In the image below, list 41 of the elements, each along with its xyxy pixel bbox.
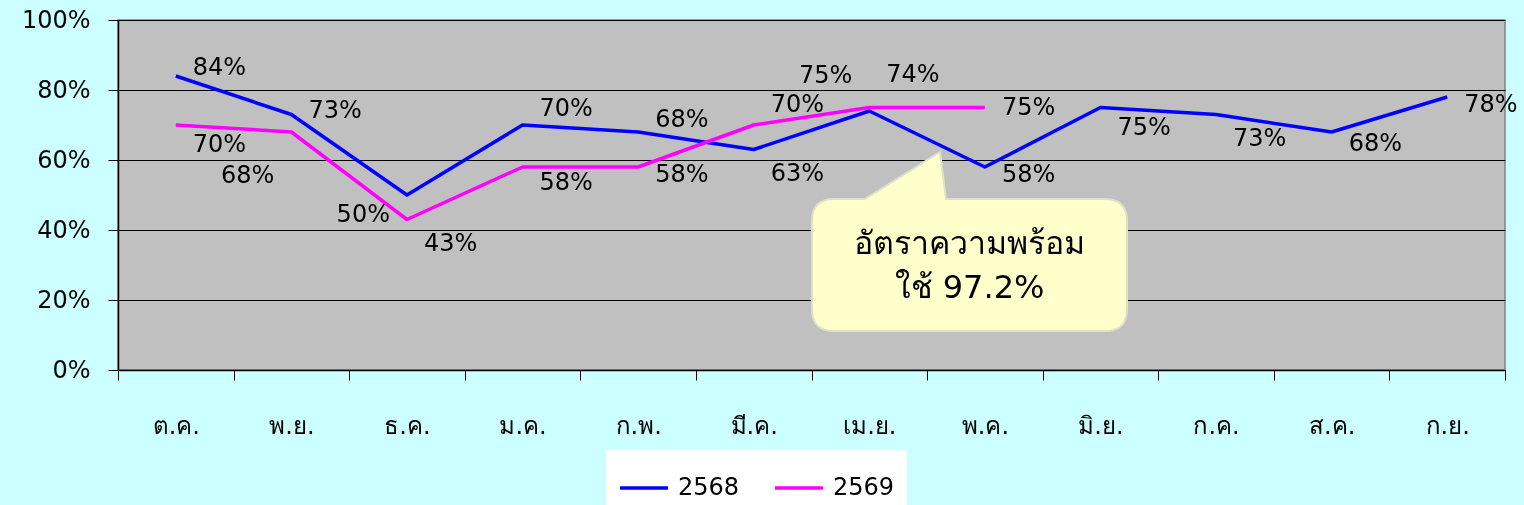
data-label: 78% [1464, 90, 1518, 118]
x-tick-label: พ.ย. [269, 411, 315, 440]
data-label: 58% [655, 160, 709, 188]
x-tick-label: ม.ค. [499, 411, 547, 440]
data-label: 73% [1233, 123, 1287, 152]
data-label: 63% [770, 158, 825, 187]
data-label: 73% [308, 95, 362, 124]
y-tick-label: 80% [37, 75, 91, 104]
x-tick-label: ธ.ค. [384, 411, 431, 440]
data-label: 75% [1117, 112, 1171, 141]
data-label: 43% [423, 228, 478, 257]
x-tick-label: ก.พ. [615, 411, 662, 440]
x-tick-label: ส.ค. [1308, 411, 1356, 440]
data-label: 84% [192, 53, 247, 81]
y-tick-label: 100% [21, 5, 91, 34]
x-tick-label: ก.ย. [1425, 411, 1470, 440]
x-tick-label: ต.ค. [152, 411, 200, 440]
data-label: 68% [655, 105, 709, 133]
data-label: 58% [1001, 160, 1056, 188]
data-label: 58% [539, 168, 593, 196]
annotation: อัตราความพร้อม ใช้ 97.2% [853, 223, 1086, 308]
legend-label: 2568 [678, 473, 740, 501]
data-label: 70% [539, 94, 593, 122]
x-tick-label: พ.ค. [961, 411, 1010, 440]
data-label: 70% [192, 130, 247, 158]
data-label: 68% [221, 161, 275, 189]
x-tick-label: เม.ย. [843, 411, 897, 440]
data-label: 68% [1348, 129, 1402, 157]
data-label: 70% [770, 90, 825, 118]
x-tick-label: ก.ค. [1193, 411, 1240, 440]
data-label: 50% [336, 200, 390, 228]
data-label: 75% [1001, 92, 1056, 121]
data-label: 74% [886, 60, 940, 88]
y-tick-label: 0% [52, 355, 91, 384]
y-tick-label: 20% [37, 285, 91, 314]
x-tick-label: มี.ค. [730, 411, 778, 440]
x-tick-label: มิ.ย. [1078, 411, 1124, 440]
y-tick-label: 60% [37, 145, 91, 174]
y-tick-label: 40% [37, 215, 91, 244]
legend-label: 2569 [833, 473, 895, 501]
data-label: 75% [798, 60, 853, 89]
